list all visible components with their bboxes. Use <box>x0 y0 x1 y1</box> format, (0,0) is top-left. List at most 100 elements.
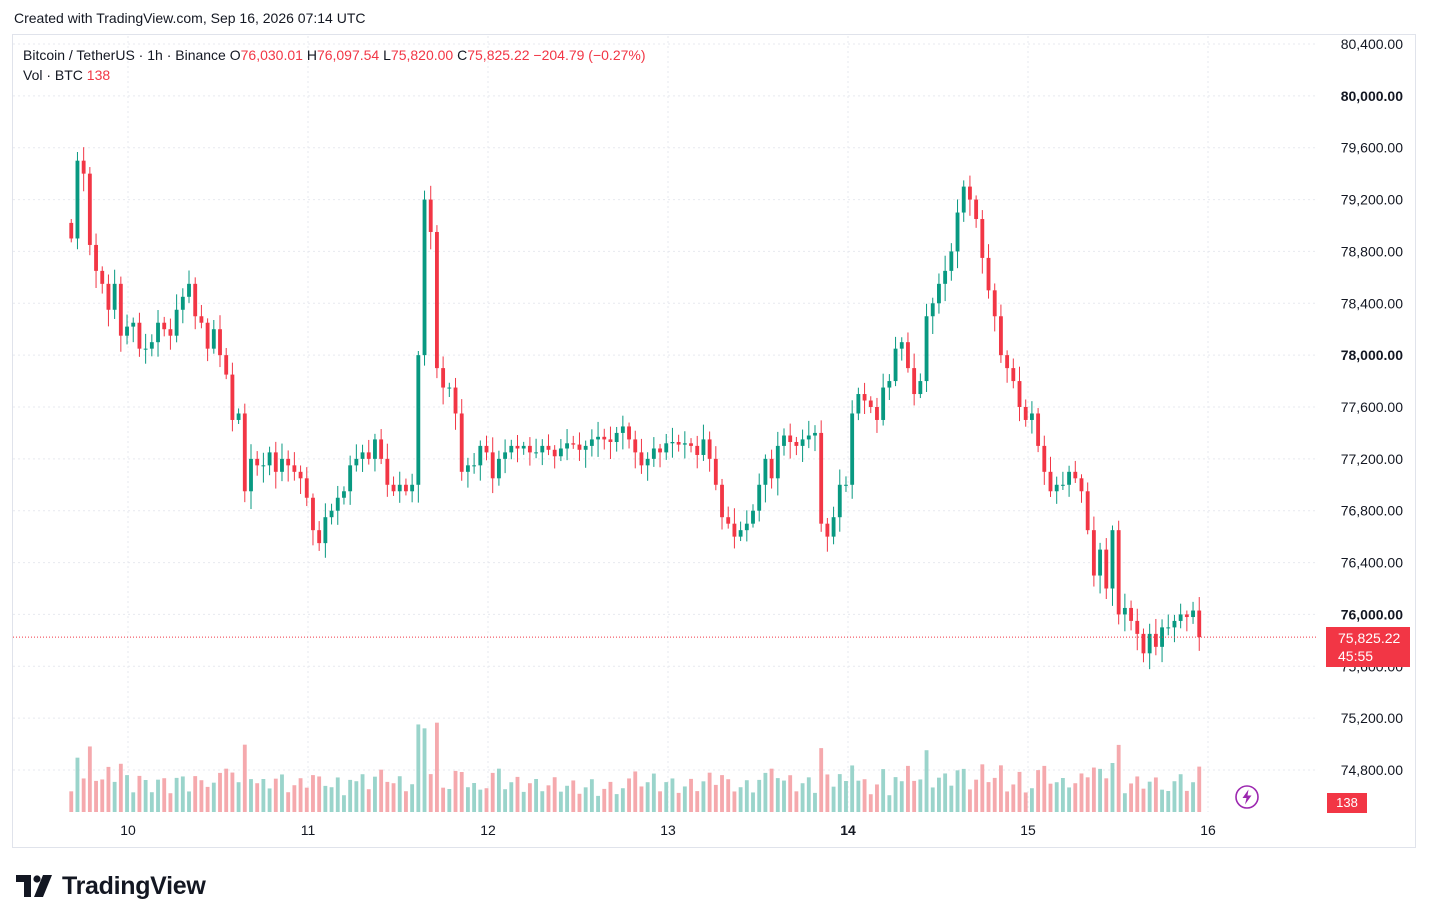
volume-bar <box>930 787 935 812</box>
candle-body <box>1079 478 1084 492</box>
candle-body <box>360 452 365 459</box>
candle-body <box>825 523 830 537</box>
candle-body <box>676 442 681 445</box>
symbol-label[interactable]: Bitcoin / TetherUS · 1h · Binance <box>23 47 226 63</box>
volume-bar <box>193 776 198 812</box>
candle-body <box>726 517 731 524</box>
candle-body <box>875 407 879 420</box>
candle-body <box>348 465 353 492</box>
volume-bar <box>94 780 98 812</box>
candle-body <box>354 458 359 466</box>
volume-bar <box>788 775 793 812</box>
candle-body <box>81 160 86 174</box>
volume-bar <box>732 791 737 812</box>
candle-body <box>583 445 588 450</box>
volume-bar <box>255 783 260 812</box>
last-price-tag: 75,825.22 45:55 <box>1326 627 1410 667</box>
candle-body <box>397 484 402 492</box>
volume-bar <box>1048 783 1053 812</box>
candle-body <box>267 452 272 466</box>
candle-body <box>1091 530 1096 576</box>
candle-body <box>422 199 427 356</box>
price-tick-label: 79,600.00 <box>1341 140 1403 156</box>
candle-body <box>664 443 669 453</box>
time-tick-label: 12 <box>480 822 496 838</box>
volume-bar <box>249 779 253 812</box>
candle-body <box>490 452 495 479</box>
volume-bar <box>546 785 551 812</box>
candle-body <box>428 199 433 232</box>
candle-body <box>137 322 142 349</box>
volume-bar <box>1147 781 1152 812</box>
candle-body <box>689 443 693 446</box>
volume-bar <box>379 769 384 812</box>
candle-body <box>366 452 371 459</box>
candle-body <box>608 439 613 443</box>
volume-bar <box>261 779 266 812</box>
volume-bar <box>1042 765 1047 812</box>
volume-bar <box>1191 782 1195 812</box>
candle-body <box>800 439 805 446</box>
candle-body <box>1060 484 1065 486</box>
candle-body <box>744 523 749 531</box>
volume-bar <box>676 792 681 812</box>
candle-body <box>1135 620 1140 634</box>
volume-bar <box>273 778 278 812</box>
change-value: −204.79 (−0.27%) <box>533 47 646 63</box>
volume-bar <box>899 781 904 812</box>
candle-body <box>788 435 793 443</box>
candle-body <box>620 426 625 433</box>
candle-body <box>738 530 743 537</box>
candle-body <box>763 458 768 485</box>
tradingview-logo[interactable]: TradingView <box>16 870 206 902</box>
volume-bar <box>410 784 415 812</box>
volume-bar <box>304 787 309 812</box>
volume-bar <box>125 775 129 812</box>
volume-bar <box>534 779 539 812</box>
volume-bar <box>844 781 848 812</box>
volume-bar <box>757 779 762 812</box>
volume-bar <box>1116 744 1121 812</box>
candle-body <box>899 342 904 349</box>
close-label: C <box>457 47 468 63</box>
volume-bar <box>558 791 563 812</box>
volume-bar <box>713 784 718 812</box>
candle-body <box>224 355 229 375</box>
candles <box>69 147 1202 670</box>
candle-body <box>292 465 297 472</box>
candle-body <box>410 484 415 492</box>
volume-bar <box>998 765 1003 812</box>
candle-body <box>639 452 644 466</box>
volume-bar <box>1141 788 1146 812</box>
candle-body <box>335 497 340 511</box>
candle-body <box>218 329 222 356</box>
lightning-icon[interactable] <box>1234 784 1260 810</box>
volume-bar <box>69 791 74 812</box>
candle-body <box>1036 413 1041 446</box>
volume-bar <box>397 776 402 812</box>
volume-bar <box>912 780 917 812</box>
legend: Bitcoin / TetherUS · 1h · Binance O76,03… <box>23 45 646 85</box>
candle-body <box>540 445 545 453</box>
candle-body <box>472 465 477 467</box>
candle-body <box>118 283 123 336</box>
open-value: 76,030.01 <box>240 47 303 63</box>
candle-body <box>596 436 600 440</box>
time-tick-label: 10 <box>120 822 136 838</box>
legend-volume-row: Vol · BTC 138 <box>23 65 646 85</box>
volume-bar <box>131 792 136 812</box>
price-axis: 74,800.0075,200.0075,600.0076,000.0076,4… <box>1341 36 1403 778</box>
chart-frame[interactable] <box>12 34 1416 848</box>
volume-bar <box>385 781 390 812</box>
candle-body <box>769 458 774 479</box>
volume-bar <box>199 780 204 812</box>
volume-bar <box>906 765 910 812</box>
volume-label[interactable]: Vol · BTC <box>23 67 83 83</box>
candle-body <box>813 432 817 436</box>
volume-bar <box>521 791 526 812</box>
volume-bar <box>701 781 706 812</box>
volume-bar <box>875 784 879 812</box>
volume-bar <box>472 783 477 812</box>
candle-body <box>775 445 780 479</box>
